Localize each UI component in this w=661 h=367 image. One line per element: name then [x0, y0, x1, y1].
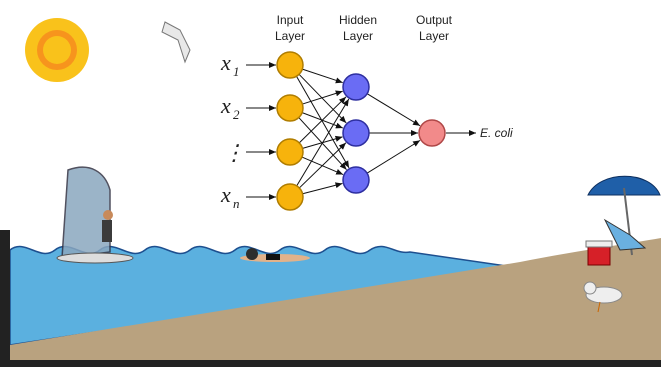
layer-label: Hidden	[339, 13, 377, 27]
ellipsis: ⋮	[223, 140, 245, 165]
node	[343, 120, 369, 146]
output-label: E. coli	[480, 126, 513, 140]
node	[277, 184, 303, 210]
input-symbol: x	[220, 50, 231, 75]
layer-label: Layer	[419, 29, 449, 43]
layer-label: Output	[416, 13, 453, 27]
input-subscript: 1	[233, 64, 240, 79]
node	[343, 167, 369, 193]
scene: InputLayerHiddenLayerOutputLayerx1x2xn⋮E…	[0, 0, 661, 367]
frame	[0, 360, 661, 367]
input-subscript: 2	[233, 107, 240, 122]
node	[277, 95, 303, 121]
input-symbol: x	[220, 93, 231, 118]
sun	[25, 18, 89, 82]
frame	[0, 230, 10, 367]
node	[277, 52, 303, 78]
layer-label: Layer	[275, 29, 305, 43]
input-symbol: x	[220, 182, 231, 207]
node	[419, 120, 445, 146]
layer-label: Input	[277, 13, 304, 27]
node	[343, 74, 369, 100]
layer-label: Layer	[343, 29, 373, 43]
input-subscript: n	[233, 196, 240, 211]
node	[277, 139, 303, 165]
